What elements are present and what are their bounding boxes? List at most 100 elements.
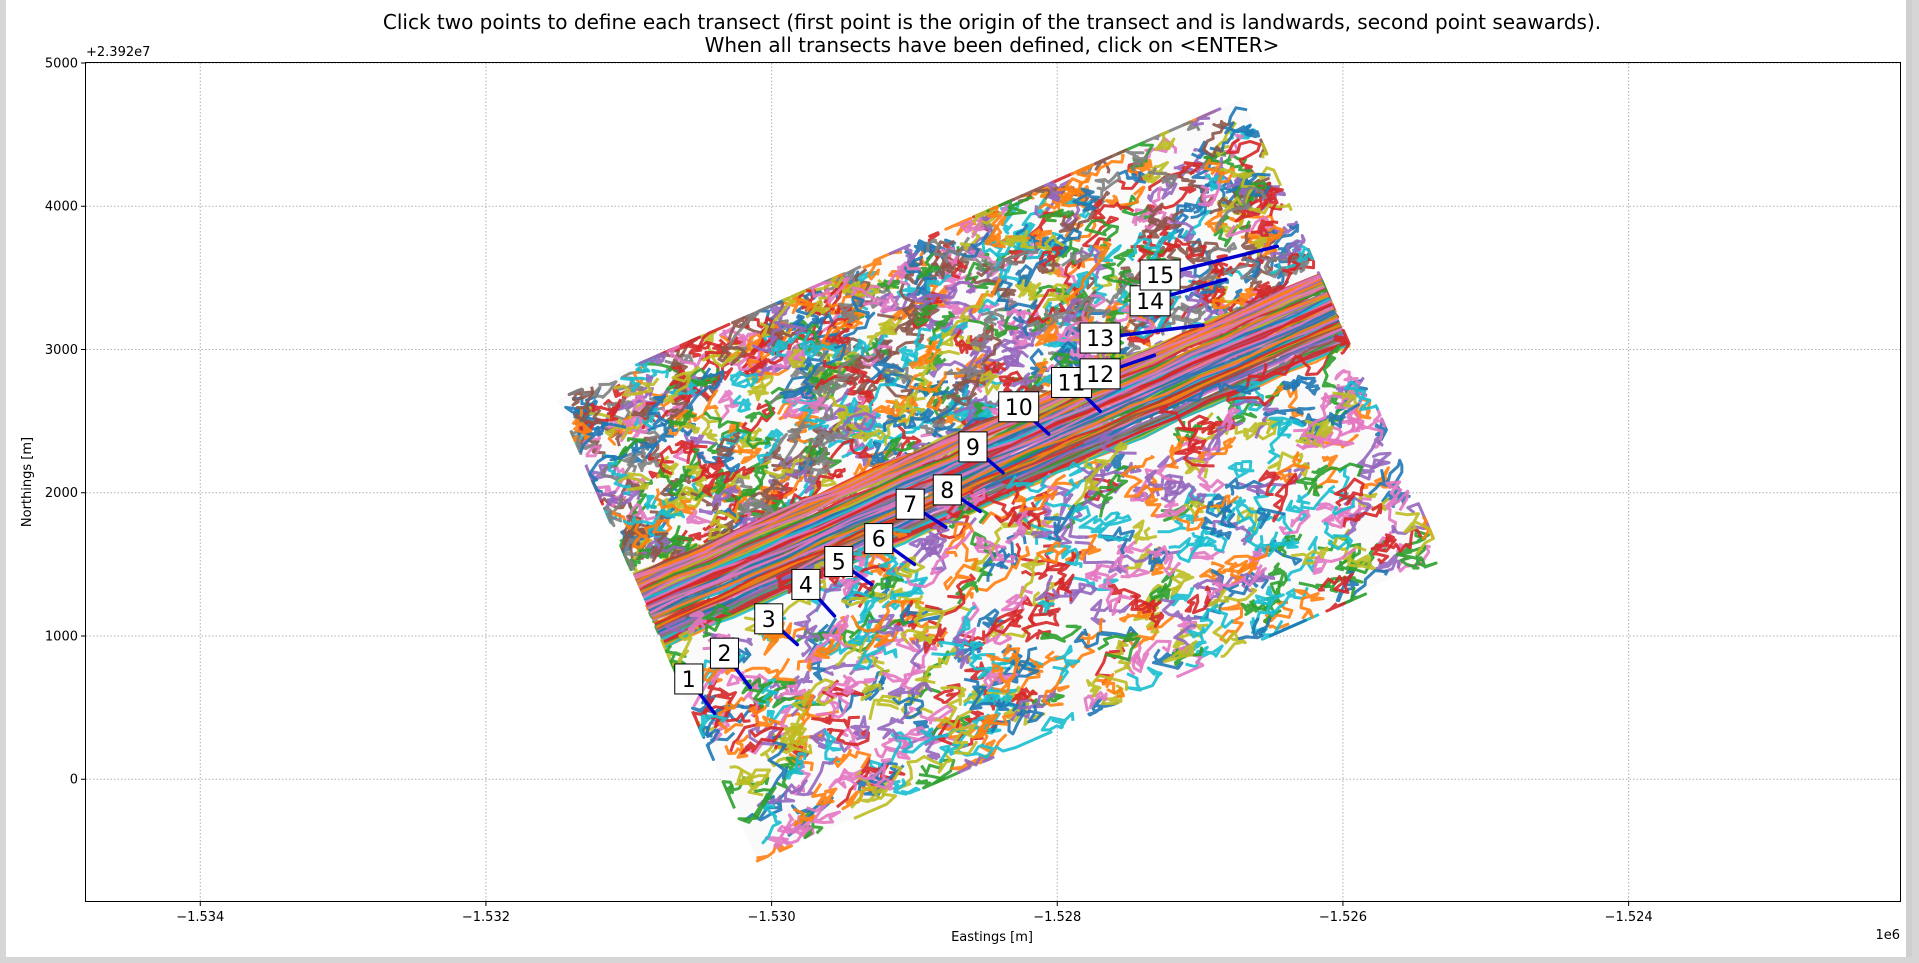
x-tick-label: −1.526 — [1319, 910, 1367, 925]
shoreline-trace — [730, 394, 752, 413]
shoreline-trace — [1005, 510, 1029, 545]
shoreline-trace — [795, 624, 821, 658]
shoreline-trace — [1294, 589, 1325, 620]
shoreline-trace — [1200, 416, 1237, 436]
shoreline-trace — [634, 275, 1321, 579]
shoreline-trace — [1253, 418, 1284, 441]
shoreline-trace — [579, 421, 627, 454]
shoreline-trace — [1298, 576, 1364, 593]
shoreline-trace — [920, 758, 961, 785]
shoreline-trace — [1234, 422, 1270, 441]
transect-label-box — [932, 474, 962, 506]
shoreline-trace — [1040, 711, 1075, 732]
shoreline-trace — [979, 370, 1001, 396]
shoreline-trace — [1072, 187, 1101, 212]
shoreline-trace — [737, 786, 777, 824]
x-tick-label: −1.530 — [748, 910, 796, 925]
shoreline-trace — [1168, 534, 1204, 564]
shoreline-trace — [622, 510, 686, 526]
shoreline-trace — [1098, 474, 1129, 518]
shoreline-trace — [607, 413, 639, 431]
shoreline-trace — [838, 570, 869, 596]
transect-label: 8 — [940, 479, 954, 504]
transect-label-box — [709, 637, 739, 669]
shoreline-trace — [826, 674, 859, 699]
shoreline-trace — [698, 714, 728, 738]
shoreline-trace — [701, 345, 741, 368]
chart-title-line-2: When all transects have been defined, cl… — [705, 33, 1280, 57]
shoreline-trace — [835, 757, 883, 809]
shoreline-trace — [1169, 587, 1195, 607]
shoreline-trace — [861, 628, 900, 656]
shoreline-trace — [1160, 316, 1202, 336]
shoreline-trace — [955, 580, 979, 605]
shoreline-trace — [1247, 202, 1293, 215]
shoreline-trace — [567, 388, 594, 407]
shoreline-trace — [1044, 297, 1112, 319]
shoreline-trace — [1078, 511, 1121, 534]
shoreline-trace — [1277, 419, 1304, 440]
shoreline-trace — [940, 289, 990, 340]
shoreline-trace — [894, 390, 926, 417]
shoreline-trace — [588, 452, 628, 494]
shoreline-trace — [896, 727, 935, 754]
shoreline-trace — [1174, 439, 1215, 468]
shoreline-trace — [1269, 234, 1306, 260]
shoreline-trace — [750, 479, 788, 508]
shoreline-trace — [1206, 563, 1267, 599]
shoreline-trace — [1391, 502, 1431, 535]
shoreline-trace — [808, 435, 836, 466]
shoreline-trace — [1261, 511, 1299, 549]
shoreline-trace — [824, 388, 862, 422]
shoreline-trace — [1104, 185, 1146, 208]
shoreline-trace — [924, 573, 976, 617]
shoreline-trace — [1049, 352, 1092, 378]
shoreline-trace — [982, 361, 1007, 377]
shoreline-trace — [1232, 484, 1277, 521]
shoreline-trace — [817, 685, 846, 724]
shoreline-trace — [724, 734, 750, 759]
transect-label-box — [1139, 259, 1181, 291]
shoreline-trace — [850, 715, 870, 741]
shoreline-trace — [726, 671, 760, 718]
shoreline-trace — [606, 397, 638, 421]
shoreline-trace — [1199, 603, 1235, 634]
shoreline-trace — [645, 302, 1333, 606]
shoreline-trace — [811, 782, 838, 806]
shoreline-trace — [666, 344, 706, 370]
shoreline-trace — [898, 345, 921, 367]
transect-label: 3 — [762, 608, 776, 633]
shoreline-trace — [890, 778, 921, 796]
shoreline-trace — [796, 802, 841, 826]
shoreline-trace — [886, 261, 921, 286]
transect-label: 10 — [1005, 396, 1033, 421]
shoreline-trace — [1147, 545, 1182, 577]
shoreline-trace — [803, 623, 847, 664]
shoreline-trace — [1015, 257, 1048, 288]
axes-frame[interactable] — [85, 62, 1901, 902]
shoreline-trace — [971, 713, 1016, 740]
shoreline-trace — [664, 342, 1350, 649]
shoreline-trace — [1325, 601, 1346, 613]
shoreline-trace — [1326, 402, 1361, 429]
shoreline-trace — [778, 727, 813, 755]
shoreline-trace — [1146, 202, 1167, 228]
shoreline-trace — [666, 408, 697, 428]
shoreline-trace — [787, 348, 806, 369]
shoreline-trace — [1097, 632, 1141, 662]
shoreline-trace — [969, 317, 997, 352]
shoreline-trace — [1268, 618, 1307, 638]
shoreline-trace — [1342, 503, 1383, 528]
shoreline-trace — [1094, 148, 1128, 174]
shoreline-trace — [1083, 429, 1137, 455]
shoreline-trace — [823, 359, 883, 385]
shoreline-trace — [1182, 629, 1207, 655]
shoreline-trace — [971, 276, 1017, 298]
shoreline-trace — [620, 368, 670, 392]
shoreline-trace — [874, 758, 895, 791]
shoreline-trace — [1321, 344, 1341, 389]
right-edge-handle[interactable] — [1906, 0, 1912, 957]
shoreline-trace — [1131, 639, 1172, 674]
shoreline-trace — [822, 386, 870, 420]
